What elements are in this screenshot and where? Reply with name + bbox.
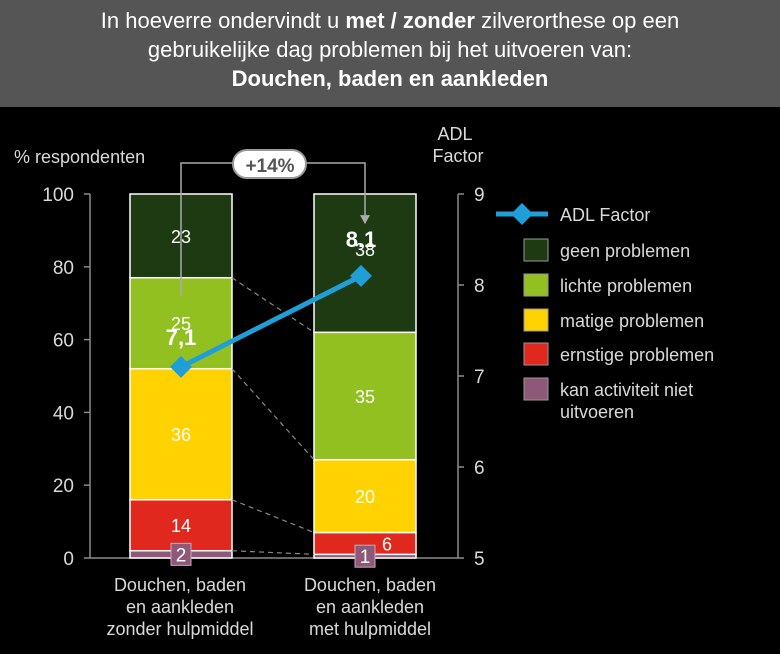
- title-part-c: zilverorthese op een: [474, 8, 680, 33]
- y2-tick-label: 7: [474, 367, 485, 388]
- legend-label: ernstige problemen: [560, 345, 714, 365]
- annotation-arrowhead: [360, 215, 370, 225]
- legend-label: lichte problemen: [560, 276, 692, 296]
- adl-value-label: 8.1: [346, 227, 377, 252]
- category-label: en aankleden: [316, 597, 424, 617]
- data-label: 35: [355, 387, 375, 407]
- small-value-box: [170, 542, 192, 566]
- y2-axis-label: Factor: [432, 146, 483, 166]
- legend-swatch: [523, 273, 549, 297]
- legend-label: uitvoeren: [560, 402, 634, 422]
- legend-label: geen problemen: [560, 241, 690, 261]
- legend-swatch: [523, 377, 549, 401]
- y2-tick-label: 6: [474, 458, 485, 479]
- data-label: 20: [355, 487, 375, 507]
- stacked-bar-chart: 0 20 40 60 80 100 5 6 7 8 9 % respondenten ADLFactor…: [14, 124, 714, 639]
- dashed-connector: [231, 368, 315, 461]
- y-tick-label: 80: [53, 258, 74, 279]
- legend-swatch: [523, 308, 549, 332]
- legend-label: kan activiteit niet: [560, 380, 693, 400]
- y2-tick-label: 5: [474, 549, 485, 570]
- y-tick-label: 20: [53, 476, 74, 497]
- data-label: 36: [171, 425, 191, 445]
- dashed-connector: [231, 499, 315, 534]
- y-tick-label: 40: [53, 403, 74, 424]
- adl-value-label: 7,1: [166, 325, 197, 350]
- dashed-connector: [231, 277, 315, 333]
- chart-title: In hoeverre ondervindt u met / zonder zi…: [0, 0, 780, 107]
- legend-swatch: [523, 342, 549, 366]
- annotation-pill: [232, 149, 307, 179]
- y2-axis-label: ADL: [437, 124, 472, 144]
- y-axis-label: % respondenten: [14, 147, 145, 167]
- data-label: 38: [355, 240, 375, 260]
- category-label: zonder hulpmiddel: [106, 619, 253, 639]
- data-label: 1: [360, 547, 371, 568]
- annotation-label: +14%: [245, 156, 294, 177]
- legend-label: matige problemen: [560, 311, 704, 331]
- bar-segment: [313, 458, 417, 534]
- title-line2: gebruikelijke dag problemen bij het uitv…: [147, 37, 633, 62]
- dashed-connector: [231, 550, 315, 555]
- legend-label: ADL Factor: [560, 205, 650, 225]
- data-label: 2: [176, 545, 187, 566]
- category-label: Douchen, baden: [114, 575, 246, 595]
- bar-segment: [129, 499, 233, 552]
- title-line3: Douchen, baden en aankleden: [231, 66, 549, 91]
- y-tick-label: 60: [53, 331, 74, 352]
- legend-adl-marker: [511, 203, 533, 225]
- data-label: 14: [171, 516, 191, 536]
- data-label: 6: [382, 534, 392, 554]
- adl-line: [179, 273, 363, 370]
- adl-marker: [350, 264, 372, 287]
- y2-tick-label: 8: [474, 276, 485, 297]
- bar-segment: [129, 367, 233, 501]
- category-label: Douchen, baden: [304, 575, 436, 595]
- y-tick-label: 100: [42, 185, 74, 206]
- title-part-a: In hoeverre ondervindt u: [100, 8, 346, 33]
- y-tick-label: 0: [63, 549, 74, 570]
- small-value-box: [354, 544, 376, 568]
- adl-marker: [170, 355, 192, 378]
- legend-swatch: [523, 238, 549, 262]
- data-label: 25: [171, 314, 191, 334]
- y2-tick-label: 9: [474, 185, 485, 206]
- category-label: met hulpmiddel: [309, 619, 431, 639]
- title-part-b: met / zonder: [345, 8, 475, 33]
- category-label: en aankleden: [126, 597, 234, 617]
